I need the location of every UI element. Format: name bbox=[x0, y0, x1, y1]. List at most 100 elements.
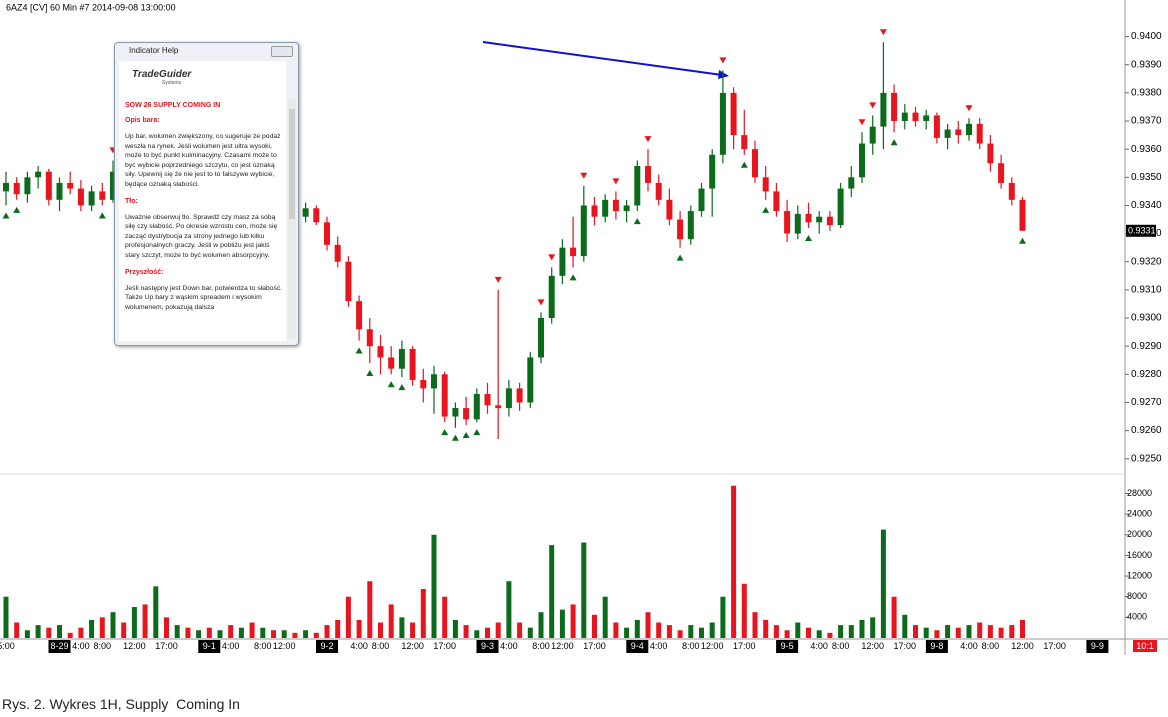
scrollbar[interactable] bbox=[288, 99, 296, 339]
x-tick-label: 9-4 bbox=[631, 641, 644, 651]
logo: TradeGuider bbox=[132, 69, 192, 80]
candle-body bbox=[859, 143, 865, 178]
volume-bar bbox=[538, 612, 544, 638]
indicator-help-window[interactable]: Indicator Help TradeGuider Systems SOW 2… bbox=[114, 42, 299, 346]
y-tick-label: 0.9370 bbox=[1131, 116, 1162, 127]
signal-up bbox=[762, 206, 770, 213]
volume-bar bbox=[185, 627, 191, 638]
volume-bar bbox=[934, 630, 940, 638]
volume-bar bbox=[410, 622, 416, 638]
volume-bar bbox=[656, 622, 662, 638]
y-tick-label: 0.9360 bbox=[1131, 144, 1162, 155]
volume-bar bbox=[549, 545, 555, 638]
help-section-text: Uważnie obserwuj tło. Sprawdź czy masz z… bbox=[125, 213, 278, 259]
x-tick-label: 9-2 bbox=[320, 641, 333, 651]
candle-body bbox=[56, 182, 63, 200]
volume-bar bbox=[624, 627, 630, 638]
candle-body bbox=[409, 348, 416, 380]
date-label-box bbox=[1086, 640, 1109, 653]
signal-up bbox=[805, 234, 812, 241]
help-section-text: Jeśli następny jest Down bar, potwierdza… bbox=[125, 284, 283, 311]
volume-bar bbox=[271, 630, 276, 638]
volume-bar bbox=[303, 630, 309, 638]
help-heading: SOW 26 SUPPLY COMING IN bbox=[125, 102, 221, 109]
candle-body bbox=[516, 388, 523, 403]
volume-bar bbox=[313, 632, 319, 638]
signal-down bbox=[719, 57, 727, 64]
volume-bar bbox=[281, 630, 287, 638]
volume-bar bbox=[998, 627, 1004, 638]
x-tick-label: 12:00 bbox=[861, 641, 884, 651]
x-tick-label: 4:00 bbox=[500, 641, 518, 651]
y-tick-label: 0.9400 bbox=[1131, 31, 1162, 42]
candle-body bbox=[891, 92, 898, 122]
candle-body bbox=[3, 182, 9, 192]
volume-bar bbox=[324, 625, 330, 638]
volume-bar bbox=[870, 617, 876, 638]
candle-body bbox=[334, 244, 341, 262]
volume-bar bbox=[174, 625, 180, 638]
signal-down bbox=[869, 102, 877, 109]
candle-body bbox=[45, 171, 52, 200]
candle-body bbox=[837, 188, 844, 226]
volume-bar bbox=[110, 612, 116, 638]
volume-bar bbox=[987, 625, 993, 638]
x-tick-label: 17:00 bbox=[894, 641, 917, 651]
candle-body bbox=[741, 135, 748, 150]
volume-bar bbox=[14, 622, 20, 638]
x-tick-label: 4:00 bbox=[650, 641, 668, 651]
scroll-thumb[interactable] bbox=[289, 109, 295, 219]
candle-body bbox=[24, 177, 31, 195]
x-tick-label: 17:00 bbox=[433, 641, 456, 651]
volume-bar bbox=[709, 622, 715, 638]
x-tick-label: 8:00 bbox=[532, 641, 550, 651]
chart-title: 6AZ4 [CV] 60 Min #7 2014-09-08 13:00:00 bbox=[6, 2, 176, 12]
help-section-label: Tło: bbox=[125, 197, 138, 205]
volume-bar bbox=[763, 619, 769, 638]
volume-bar bbox=[378, 622, 383, 638]
candle-body bbox=[976, 123, 983, 144]
candle-body bbox=[356, 301, 363, 330]
volume-bar bbox=[795, 622, 801, 638]
signal-up bbox=[441, 429, 449, 436]
volume-bar bbox=[570, 604, 576, 638]
candle-body bbox=[548, 275, 555, 319]
date-label-box bbox=[48, 640, 71, 653]
candle-body bbox=[591, 205, 598, 217]
volume-bar bbox=[838, 625, 844, 638]
candle-body bbox=[324, 222, 330, 245]
y-tick-label: 0.9350 bbox=[1131, 172, 1162, 183]
volume-bar bbox=[388, 604, 394, 638]
volume-bar bbox=[848, 625, 854, 638]
candle-body bbox=[377, 346, 384, 358]
candle-body bbox=[848, 177, 855, 189]
signal-down bbox=[858, 119, 866, 126]
candle-body bbox=[505, 388, 512, 409]
signal-down bbox=[879, 29, 887, 36]
volume-bar bbox=[1009, 625, 1015, 638]
date-label-box bbox=[198, 640, 221, 653]
volume-bar bbox=[634, 619, 640, 638]
window-close[interactable] bbox=[271, 46, 293, 57]
signal-down bbox=[494, 276, 502, 283]
x-tick-label: 17:00 bbox=[155, 641, 178, 651]
help-sections: Opis bara: Up bar, wolumen zwiększony, co… bbox=[122, 117, 283, 312]
candle-body bbox=[912, 112, 919, 122]
x-tick-label: 4:00 bbox=[960, 641, 978, 651]
signal-up bbox=[676, 254, 684, 261]
x-tick-label: 17:00 bbox=[583, 641, 606, 651]
candle-body bbox=[13, 182, 20, 195]
volume-bar bbox=[485, 627, 490, 638]
x-tick-label: 8-29 bbox=[50, 641, 68, 651]
volume-bar bbox=[966, 625, 972, 638]
volume-bar bbox=[196, 630, 202, 638]
y-tick-label: 0.9310 bbox=[1131, 285, 1162, 296]
help-section-text: Up bar, wolumen zwiększony, co sugeruje … bbox=[125, 133, 281, 188]
candle-body bbox=[484, 394, 491, 406]
volume-bar bbox=[474, 630, 480, 638]
x-tick-label: 9-5 bbox=[781, 641, 794, 651]
volume-bar bbox=[752, 612, 758, 638]
volume-bar bbox=[699, 627, 704, 638]
candle-body bbox=[527, 357, 534, 403]
